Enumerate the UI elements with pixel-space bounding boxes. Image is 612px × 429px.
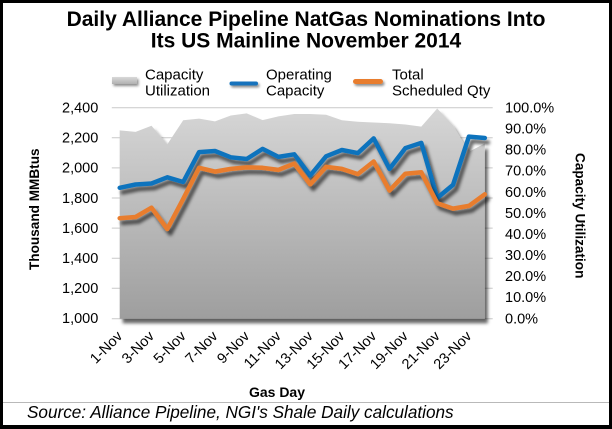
svg-text:Thousand MMBtus: Thousand MMBtus [27, 148, 42, 270]
svg-text:1,600: 1,600 [62, 221, 98, 237]
svg-text:10.0%: 10.0% [505, 290, 546, 306]
svg-text:2,200: 2,200 [62, 131, 98, 147]
svg-text:100.0%: 100.0% [505, 101, 554, 117]
svg-text:Daily Alliance Pipeline NatGas: Daily Alliance Pipeline NatGas Nominatio… [67, 8, 546, 31]
svg-text:50.0%: 50.0% [505, 206, 546, 222]
svg-text:Scheduled Qty: Scheduled Qty [392, 83, 491, 100]
svg-text:1,400: 1,400 [62, 251, 98, 267]
svg-text:0.0%: 0.0% [505, 312, 538, 328]
svg-text:40.0%: 40.0% [505, 227, 546, 243]
svg-text:Its US Mainline November 2014: Its US Mainline November 2014 [151, 30, 462, 53]
svg-text:Capacity: Capacity [266, 83, 325, 100]
svg-text:Capacity Utilization: Capacity Utilization [573, 153, 588, 278]
svg-text:60.0%: 60.0% [505, 185, 546, 201]
svg-text:80.0%: 80.0% [505, 143, 546, 159]
svg-text:2,400: 2,400 [62, 101, 98, 117]
svg-text:Total: Total [392, 67, 424, 84]
svg-text:1,800: 1,800 [62, 191, 98, 207]
svg-text:30.0%: 30.0% [505, 248, 546, 264]
svg-text:1,200: 1,200 [62, 281, 98, 297]
svg-text:90.0%: 90.0% [505, 122, 546, 138]
svg-text:1,000: 1,000 [62, 311, 98, 327]
svg-text:2,000: 2,000 [62, 161, 98, 177]
svg-text:Utilization: Utilization [145, 83, 210, 100]
svg-text:Capacity: Capacity [145, 67, 204, 84]
svg-text:70.0%: 70.0% [505, 164, 546, 180]
svg-text:20.0%: 20.0% [505, 269, 546, 285]
svg-text:Operating: Operating [266, 67, 332, 84]
svg-text:Source: Alliance Pipeline, NGI: Source: Alliance Pipeline, NGI's Shale D… [27, 402, 454, 422]
svg-text:Gas Day: Gas Day [249, 384, 305, 400]
